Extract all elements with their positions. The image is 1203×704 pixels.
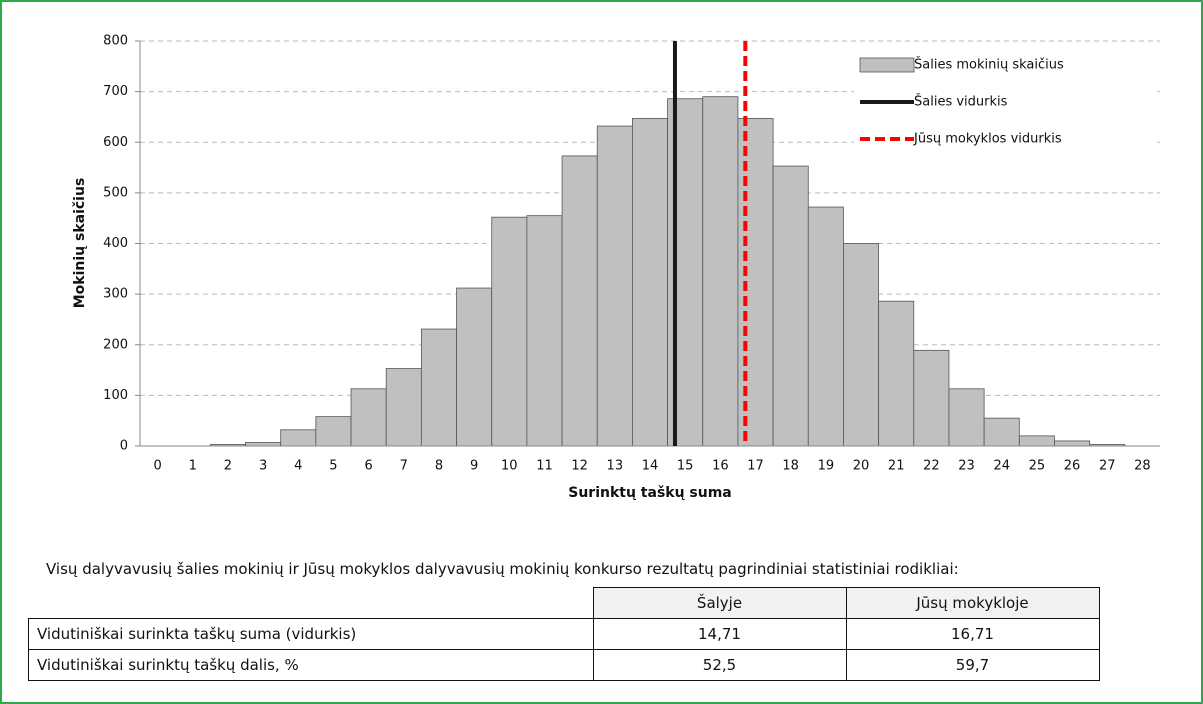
y-axis-label: Mokinių skaičius (72, 178, 88, 309)
x-tick-label: 16 (712, 459, 729, 474)
x-axis-label: Surinktų taškų suma (568, 485, 732, 501)
header-cell: Jūsų mokykloje (845, 587, 1100, 619)
x-tick-label: 28 (1134, 459, 1151, 474)
row-label: Vidutiniškai surinktų taškų dalis, % (28, 649, 594, 681)
bar (245, 442, 282, 447)
row-label: Vidutiniškai surinkta taškų suma (vidurk… (28, 618, 594, 650)
x-tick-label: 24 (993, 459, 1010, 474)
x-tick-label: 5 (329, 459, 337, 474)
y-tick-label: 500 (103, 185, 128, 200)
y-tick-label: 0 (120, 439, 128, 454)
x-tick-label: 22 (923, 459, 940, 474)
x-tick-label: 26 (1064, 459, 1081, 474)
bar (878, 300, 915, 447)
x-tick-label: 15 (677, 459, 694, 474)
legend-label: Šalies vidurkis (914, 94, 1008, 110)
y-tick-label: 200 (103, 337, 128, 352)
legend-label: Jūsų mokyklos vidurkis (913, 132, 1062, 147)
y-tick-label: 400 (103, 236, 128, 251)
bar (667, 98, 704, 447)
y-tick-label: 700 (103, 84, 128, 99)
y-tick-label: 800 (103, 34, 128, 49)
x-tick-label: 20 (853, 459, 870, 474)
bar (807, 206, 844, 447)
bar (315, 416, 352, 447)
x-tick-label: 13 (607, 459, 624, 474)
bar (843, 243, 880, 447)
x-tick-label: 17 (747, 459, 764, 474)
y-tick-label: 300 (103, 287, 128, 302)
bar (702, 96, 739, 447)
cell: 14,71 (592, 618, 847, 650)
legend-swatch (859, 57, 915, 73)
x-tick-label: 27 (1099, 459, 1116, 474)
bar (350, 388, 387, 447)
bar (772, 165, 809, 447)
y-tick-label: 600 (103, 135, 128, 150)
x-tick-label: 12 (571, 459, 588, 474)
stats-table: Šalyje Jūsų mokykloje Vidutiniškai surin… (28, 587, 1100, 681)
cell: 59,7 (845, 649, 1100, 681)
x-tick-label: 19 (818, 459, 835, 474)
cell: 52,5 (592, 649, 847, 681)
bar (1054, 440, 1091, 447)
x-tick-label: 14 (642, 459, 659, 474)
bar (913, 349, 950, 447)
legend-label: Šalies mokinių skaičius (914, 57, 1064, 73)
x-tick-label: 18 (782, 459, 799, 474)
bar (280, 429, 317, 447)
bar (1018, 435, 1055, 447)
paragraph: Visų dalyvavusių šalies mokinių ir Jūsų … (46, 560, 959, 578)
x-tick-label: 9 (470, 459, 478, 474)
bar (561, 155, 598, 447)
x-tick-label: 3 (259, 459, 267, 474)
bar (948, 388, 985, 447)
x-tick-label: 8 (435, 459, 443, 474)
x-tick-label: 21 (888, 459, 905, 474)
x-tick-label: 1 (189, 459, 197, 474)
bar (385, 368, 422, 447)
x-tick-label: 2 (224, 459, 232, 474)
x-tick-label: 6 (364, 459, 372, 474)
y-tick-label: 100 (103, 388, 128, 403)
x-tick-label: 10 (501, 459, 518, 474)
x-tick-label: 7 (400, 459, 408, 474)
bar (983, 417, 1020, 447)
bar (420, 328, 457, 447)
header-cell: Šalyje (592, 587, 847, 619)
x-tick-label: 0 (153, 459, 161, 474)
x-tick-label: 25 (1029, 459, 1046, 474)
bar (526, 215, 563, 447)
x-tick-label: 4 (294, 459, 302, 474)
x-tick-label: 23 (958, 459, 975, 474)
bar (632, 118, 668, 447)
empty-cell (29, 588, 594, 619)
cell: 16,71 (845, 618, 1100, 650)
bar (491, 216, 528, 447)
chart: Mokinių skaičius Surinktų taškų suma 010… (72, 34, 1160, 501)
bar (737, 118, 774, 447)
x-tick-label: 11 (536, 459, 553, 474)
bar (596, 125, 633, 447)
bar (456, 287, 493, 447)
